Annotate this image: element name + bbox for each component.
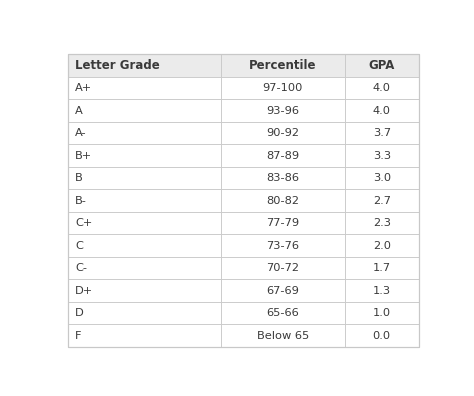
Bar: [68, 189, 221, 212]
Bar: [345, 234, 419, 257]
Bar: [221, 280, 345, 302]
Text: 3.0: 3.0: [373, 173, 391, 183]
Text: GPA: GPA: [369, 59, 395, 72]
Bar: [68, 280, 221, 302]
Text: A+: A+: [75, 83, 92, 93]
Text: C+: C+: [75, 218, 92, 228]
Text: 83-86: 83-86: [266, 173, 300, 183]
Bar: [68, 167, 221, 189]
Text: 73-76: 73-76: [266, 241, 300, 251]
Bar: [345, 280, 419, 302]
Text: Percentile: Percentile: [249, 59, 317, 72]
Bar: [221, 324, 345, 347]
Text: 2.3: 2.3: [373, 218, 391, 228]
Bar: [345, 167, 419, 189]
Text: F: F: [75, 331, 82, 341]
Bar: [345, 122, 419, 144]
Bar: [68, 77, 221, 99]
Text: C: C: [75, 241, 83, 251]
Text: 3.7: 3.7: [373, 128, 391, 138]
Bar: [221, 302, 345, 324]
Bar: [345, 257, 419, 280]
Bar: [345, 189, 419, 212]
Text: B-: B-: [75, 196, 87, 206]
Bar: [345, 54, 419, 77]
Text: D+: D+: [75, 286, 93, 296]
Text: 80-82: 80-82: [266, 196, 300, 206]
Bar: [345, 144, 419, 167]
Text: 90-92: 90-92: [266, 128, 300, 138]
Text: Letter Grade: Letter Grade: [75, 59, 160, 72]
Text: B: B: [75, 173, 83, 183]
Bar: [68, 144, 221, 167]
Bar: [68, 234, 221, 257]
Text: D: D: [75, 308, 84, 318]
Text: A-: A-: [75, 128, 87, 138]
Text: 0.0: 0.0: [373, 331, 391, 341]
Text: 1.0: 1.0: [373, 308, 391, 318]
Bar: [221, 144, 345, 167]
Text: 3.3: 3.3: [373, 150, 391, 160]
Bar: [68, 122, 221, 144]
Text: 87-89: 87-89: [266, 150, 300, 160]
Bar: [68, 99, 221, 122]
Bar: [221, 234, 345, 257]
Text: 2.7: 2.7: [373, 196, 391, 206]
Bar: [221, 212, 345, 234]
Bar: [221, 99, 345, 122]
Text: 93-96: 93-96: [266, 105, 300, 116]
Text: 67-69: 67-69: [266, 286, 299, 296]
Bar: [345, 99, 419, 122]
Text: 77-79: 77-79: [266, 218, 300, 228]
Text: B+: B+: [75, 150, 92, 160]
Bar: [345, 302, 419, 324]
Text: Below 65: Below 65: [257, 331, 309, 341]
Bar: [345, 77, 419, 99]
Text: C-: C-: [75, 263, 87, 273]
Bar: [68, 212, 221, 234]
Text: 65-66: 65-66: [266, 308, 299, 318]
Text: A: A: [75, 105, 83, 116]
Text: 2.0: 2.0: [373, 241, 391, 251]
Bar: [221, 54, 345, 77]
Bar: [221, 122, 345, 144]
Text: 70-72: 70-72: [266, 263, 300, 273]
Bar: [68, 302, 221, 324]
Bar: [345, 212, 419, 234]
Text: 4.0: 4.0: [373, 105, 391, 116]
Text: 4.0: 4.0: [373, 83, 391, 93]
Bar: [68, 54, 221, 77]
Text: 1.7: 1.7: [373, 263, 391, 273]
Bar: [345, 324, 419, 347]
Bar: [221, 257, 345, 280]
Text: 1.3: 1.3: [373, 286, 391, 296]
Bar: [68, 257, 221, 280]
Bar: [68, 324, 221, 347]
Bar: [221, 77, 345, 99]
Bar: [221, 167, 345, 189]
Bar: [221, 189, 345, 212]
Text: 97-100: 97-100: [263, 83, 303, 93]
